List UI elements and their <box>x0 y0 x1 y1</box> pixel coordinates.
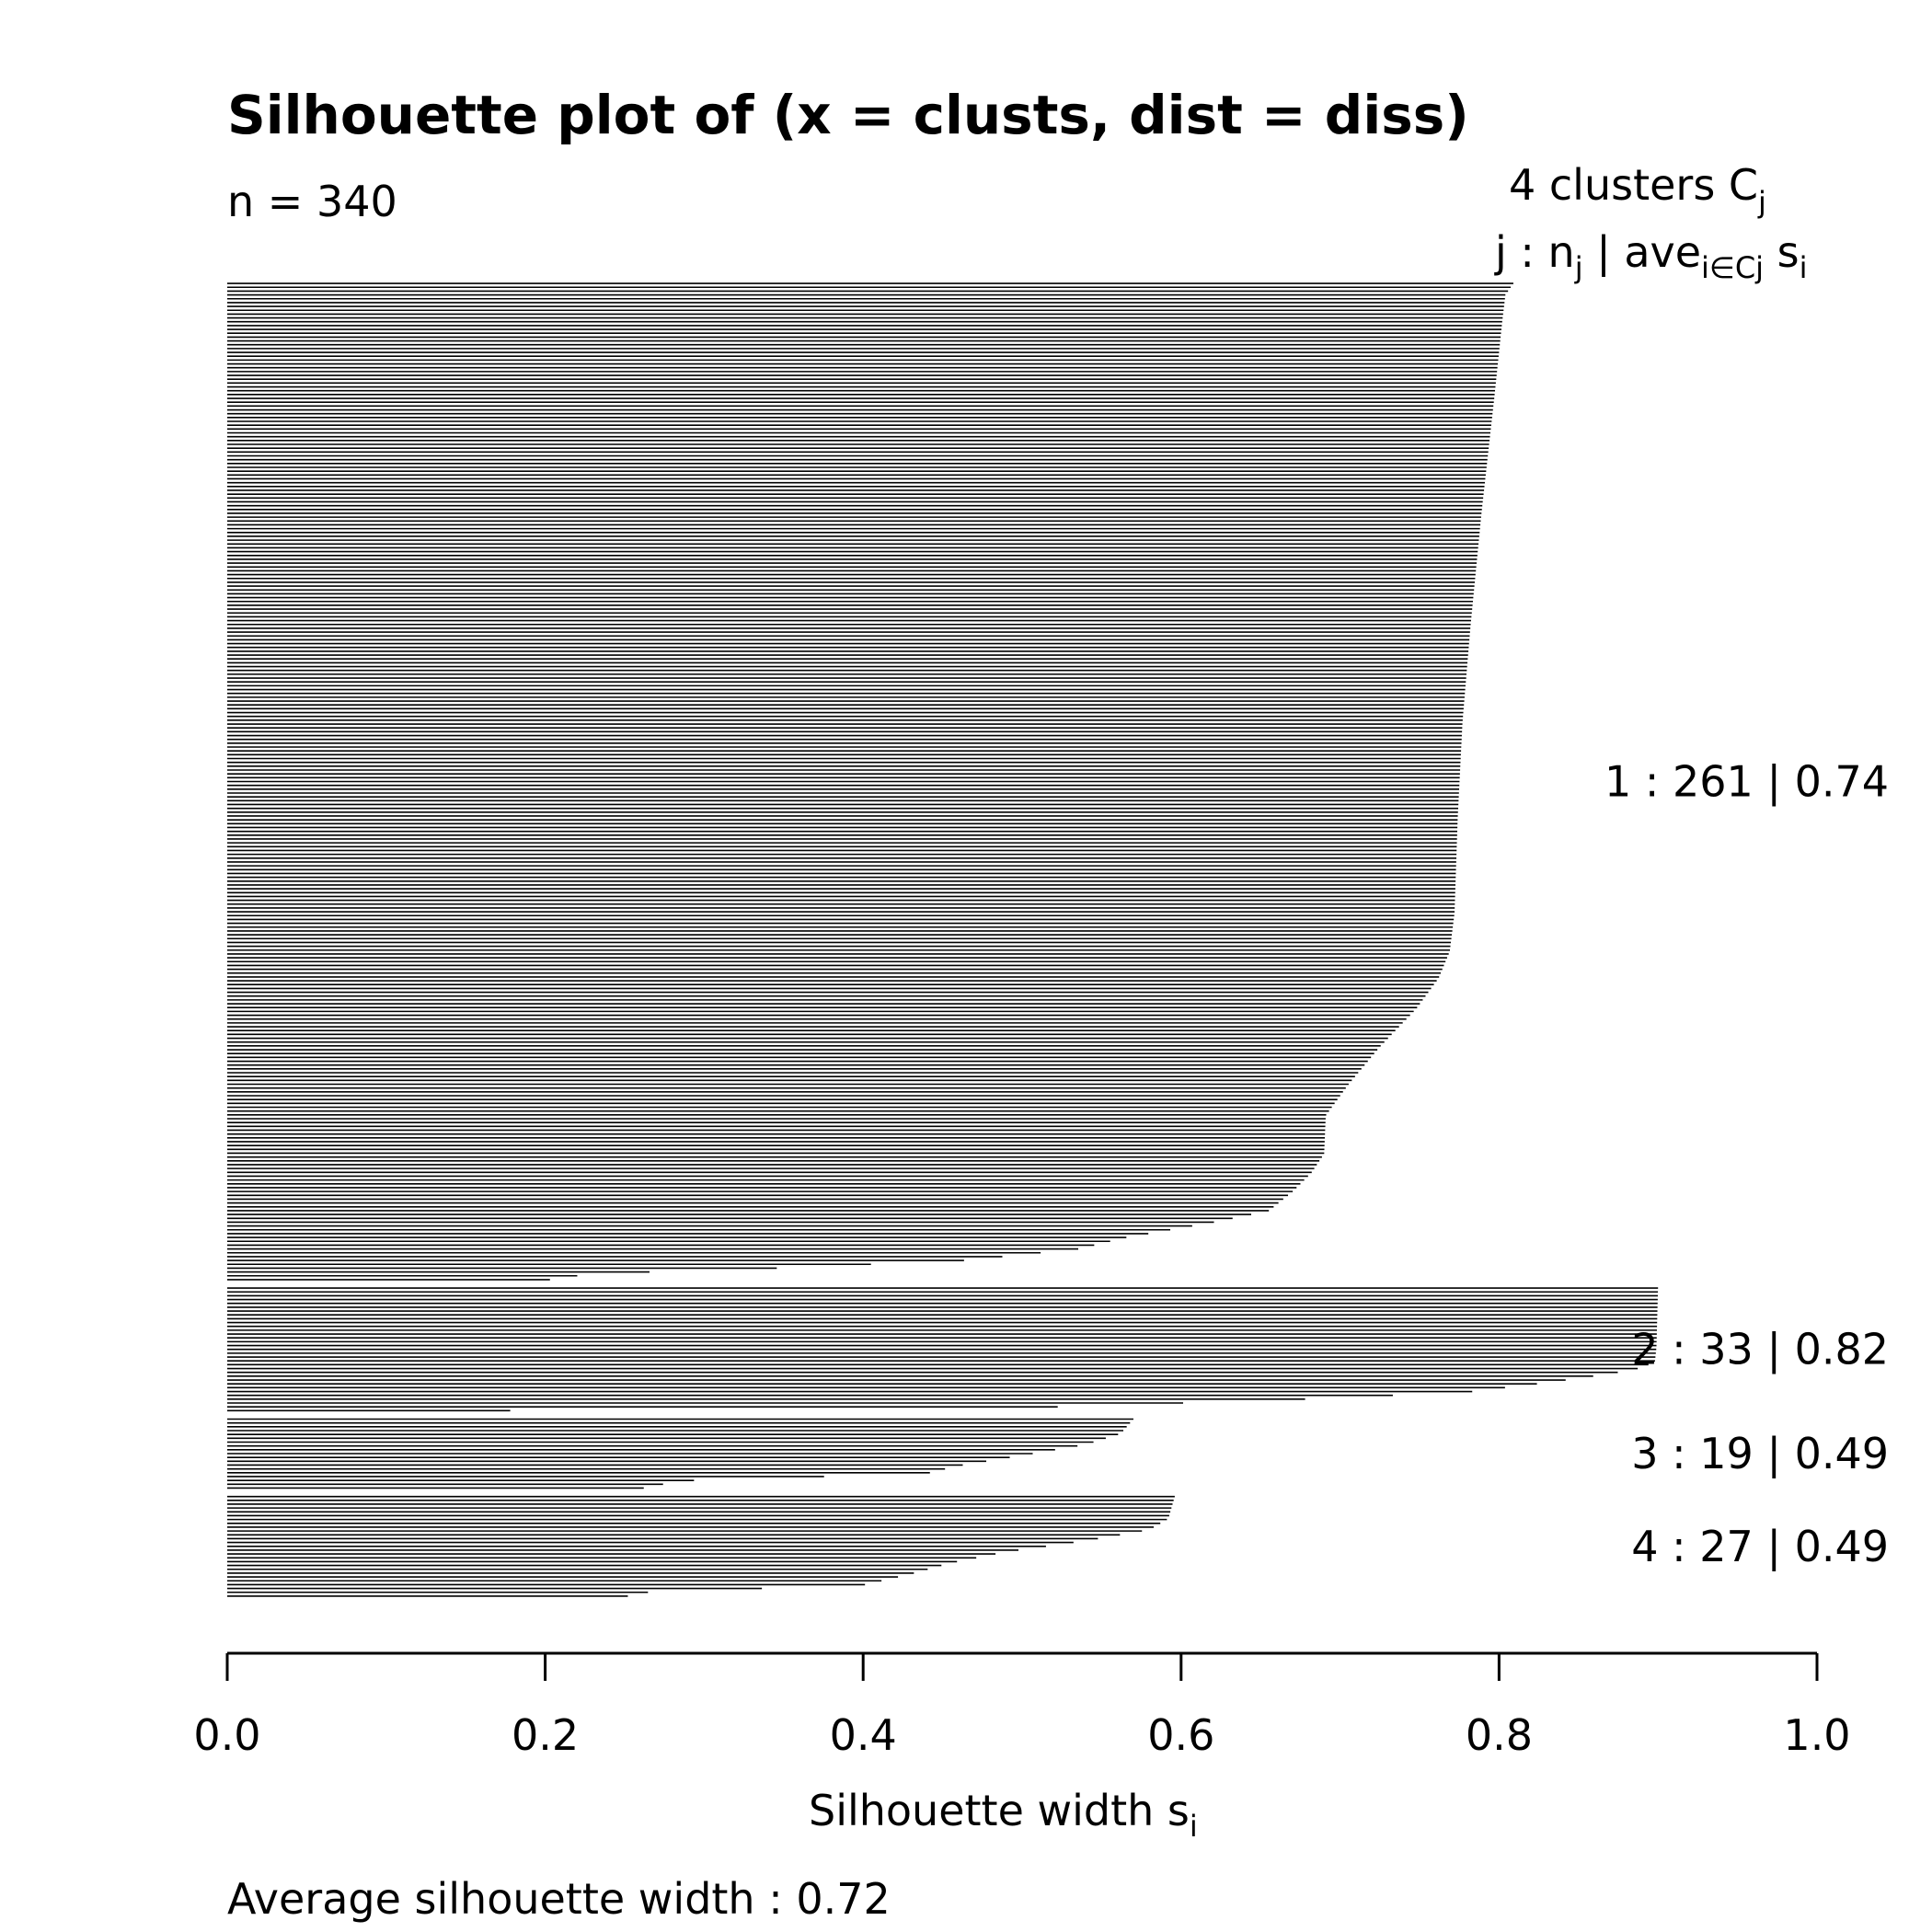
x-tick-label: 0.0 <box>193 1710 260 1760</box>
x-ticks: 0.0 0.2 0.4 0.6 0.8 1.0 <box>193 1653 1851 1760</box>
legend-header-line1: 4 clusters Cj <box>1509 160 1766 220</box>
cluster-label: 3 : 19 | 0.49 <box>1631 1429 1889 1479</box>
x-tick-label: 0.2 <box>512 1710 579 1760</box>
x-axis: 0.0 0.2 0.4 0.6 0.8 1.0 <box>193 1651 1851 1760</box>
silhouette-bars <box>227 282 1659 1597</box>
x-tick-label: 0.8 <box>1466 1710 1533 1760</box>
average-width-footer: Average silhouette width : 0.72 <box>227 1874 891 1924</box>
chart-subtitle: n = 340 <box>227 177 397 226</box>
x-axis-label: Silhouette width si <box>809 1786 1198 1844</box>
cluster-label: 1 : 261 | 0.74 <box>1604 757 1889 808</box>
cluster-label: 2 : 33 | 0.82 <box>1631 1325 1889 1375</box>
x-tick-label: 1.0 <box>1783 1710 1850 1760</box>
x-tick-label: 0.6 <box>1147 1710 1214 1760</box>
cluster-label: 4 : 27 | 0.49 <box>1631 1522 1889 1572</box>
legend-header-line2: j : nj | avei∈Cj si <box>1494 227 1808 285</box>
x-tick-label: 0.4 <box>830 1710 897 1760</box>
chart-title: Silhouette plot of (x = clusts, dist = d… <box>227 84 1469 146</box>
cluster-labels: 1 : 261 | 0.74 2 : 33 | 0.82 3 : 19 | 0.49… <box>1604 757 1889 1572</box>
